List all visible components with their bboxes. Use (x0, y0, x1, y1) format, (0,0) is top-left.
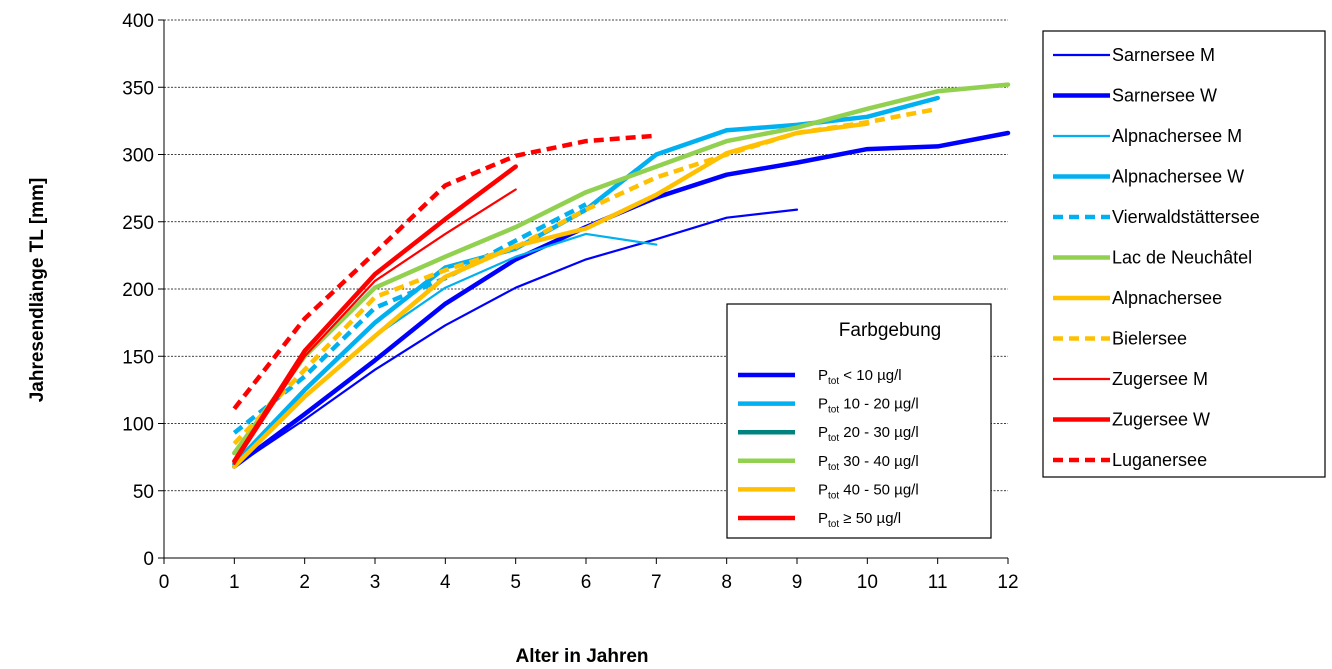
x-axis-title: Alter in Jahren (515, 646, 648, 667)
y-tick-label: 200 (122, 280, 154, 301)
color-key-label: Ptot < 10 µg/l (818, 367, 902, 387)
x-tick-labels: 0 1 2 3 4 5 6 7 8 9 10 11 12 (159, 572, 1019, 593)
legend-frame (1042, 30, 1326, 478)
series-line-7 (232, 106, 939, 446)
legend-label: Luganersee (1112, 450, 1207, 470)
axes (158, 19, 1009, 564)
series-line-9 (232, 164, 518, 464)
color-key-frame (726, 303, 992, 539)
y-tick-labels: 0 50 100 150 200 250 300 350 400 (122, 11, 154, 570)
x-tick-label: 11 (928, 572, 948, 593)
legend-label: Bielersee (1112, 329, 1187, 349)
series-line-10 (232, 133, 657, 411)
color-key-label: Ptot 20 - 30 µg/l (818, 424, 919, 444)
gridlines (164, 19, 1008, 492)
legend-label: Sarnersee M (1112, 45, 1215, 65)
series-line-6 (232, 121, 870, 469)
legend-label: Zugersee M (1112, 369, 1208, 389)
y-tick-label: 400 (122, 11, 154, 32)
y-tick-label: 50 (133, 482, 154, 503)
x-tick-label: 7 (651, 572, 662, 593)
x-tick-label: 8 (721, 572, 732, 593)
x-tick-label: 5 (510, 572, 521, 593)
y-tick-label: 250 (122, 213, 154, 234)
legend-label: Zugersee W (1112, 410, 1210, 430)
y-tick-label: 150 (122, 347, 154, 368)
x-tick-label: 0 (159, 572, 170, 593)
color-key-box: Farbgebung Ptot < 10 µg/l Ptot 10 - 20 µg… (726, 303, 992, 539)
color-key-label: Ptot 30 - 40 µg/l (818, 453, 919, 473)
y-tick-label: 0 (143, 549, 154, 570)
series-lines (232, 82, 1011, 469)
legend-label: Sarnersee W (1112, 86, 1217, 106)
legend-label: Alpnachersee M (1112, 126, 1242, 146)
y-tick-label: 100 (122, 415, 154, 436)
legend-label: Lac de Neuchâtel (1112, 248, 1252, 268)
y-tick-label: 350 (122, 78, 154, 99)
x-tick-label: 6 (581, 572, 592, 593)
x-tick-label: 9 (792, 572, 803, 593)
series-line-4 (232, 202, 588, 435)
legend-label: Alpnachersee (1112, 288, 1222, 308)
x-tick-label: 3 (370, 572, 381, 593)
color-key-label: Ptot 10 - 20 µg/l (818, 396, 919, 416)
legend: Sarnersee M Sarnersee W Alpnachersee M Alpn… (1042, 30, 1326, 478)
x-tick-label: 1 (229, 572, 240, 593)
y-axis-title: Jahresendlänge TL [mm] (27, 178, 48, 403)
legend-label: Vierwaldstättersee (1112, 207, 1260, 227)
color-key-label: Ptot 40 - 50 µg/l (818, 481, 919, 501)
x-tick-label: 10 (857, 572, 878, 593)
series-line-8 (233, 188, 517, 465)
series-line-0 (233, 208, 799, 468)
color-key-label: Ptot ≥ 50 µg/l (818, 510, 901, 530)
legend-label: Alpnachersee W (1112, 167, 1244, 187)
color-key-title: Farbgebung (839, 320, 941, 341)
x-tick-label: 12 (997, 572, 1018, 593)
series-line-5 (232, 82, 1011, 456)
x-tick-label: 4 (440, 572, 451, 593)
x-tick-label: 2 (299, 572, 310, 593)
y-tick-label: 300 (122, 146, 154, 167)
